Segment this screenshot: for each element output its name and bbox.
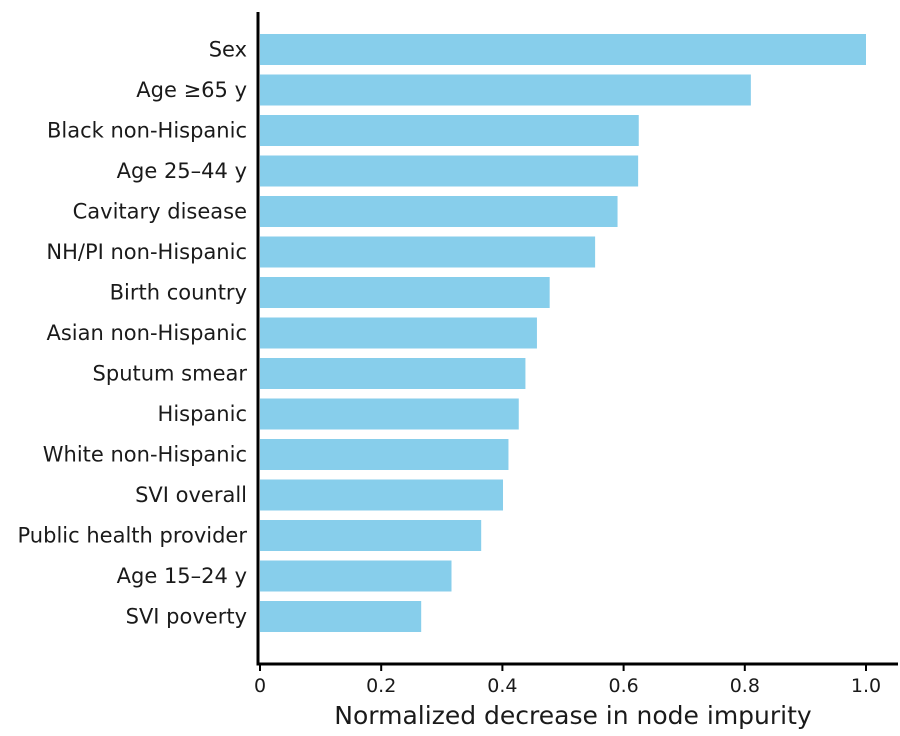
category-label-5: NH/PI non-Hispanic bbox=[46, 240, 247, 264]
bar-12 bbox=[260, 520, 482, 551]
x-ticks-group: 0 0.2 0.4 0.6 0.8 1.0 bbox=[254, 664, 881, 697]
bar-1 bbox=[260, 74, 751, 106]
bar-11 bbox=[260, 479, 504, 511]
bars-group bbox=[260, 34, 866, 632]
category-label-14: SVI poverty bbox=[126, 605, 247, 629]
category-label-11: SVI overall bbox=[135, 483, 247, 507]
bar-2 bbox=[260, 115, 639, 146]
category-label-7: Asian non-Hispanic bbox=[47, 321, 248, 345]
category-label-10: White non-Hispanic bbox=[43, 443, 247, 467]
category-label-13: Age 15–24 y bbox=[117, 564, 247, 588]
bar-5 bbox=[260, 236, 596, 268]
bar-14 bbox=[260, 601, 422, 632]
bar-10 bbox=[260, 439, 509, 470]
category-label-2: Black non-Hispanic bbox=[47, 119, 247, 143]
bar-3 bbox=[260, 155, 639, 187]
bar-9 bbox=[260, 398, 519, 430]
category-labels-group: Sex Age ≥65 y Black non-Hispanic Age 25–44 … bbox=[18, 38, 248, 629]
x-tick-label-4: 0.8 bbox=[730, 675, 760, 697]
category-label-8: Sputum smear bbox=[93, 362, 248, 386]
x-axis-title: Normalized decrease in node impurity bbox=[334, 701, 812, 730]
bar-6 bbox=[260, 277, 550, 308]
category-label-6: Birth country bbox=[110, 281, 247, 305]
category-label-3: Age 25–44 y bbox=[117, 159, 247, 183]
bar-0 bbox=[260, 34, 866, 65]
category-label-12: Public health provider bbox=[18, 524, 248, 548]
bar-7 bbox=[260, 317, 537, 349]
category-label-0: Sex bbox=[209, 38, 247, 62]
bar-4 bbox=[260, 196, 618, 227]
x-tick-label-1: 0.2 bbox=[366, 675, 396, 697]
x-tick-label-0: 0 bbox=[254, 675, 266, 697]
category-label-1: Age ≥65 y bbox=[136, 78, 247, 102]
x-tick-label-3: 0.6 bbox=[608, 675, 638, 697]
x-tick-label-5: 1.0 bbox=[851, 675, 881, 697]
category-label-9: Hispanic bbox=[158, 402, 247, 426]
category-label-4: Cavitary disease bbox=[73, 200, 247, 224]
bar-13 bbox=[260, 560, 452, 592]
bar-8 bbox=[260, 358, 526, 389]
x-tick-label-2: 0.4 bbox=[487, 675, 517, 697]
